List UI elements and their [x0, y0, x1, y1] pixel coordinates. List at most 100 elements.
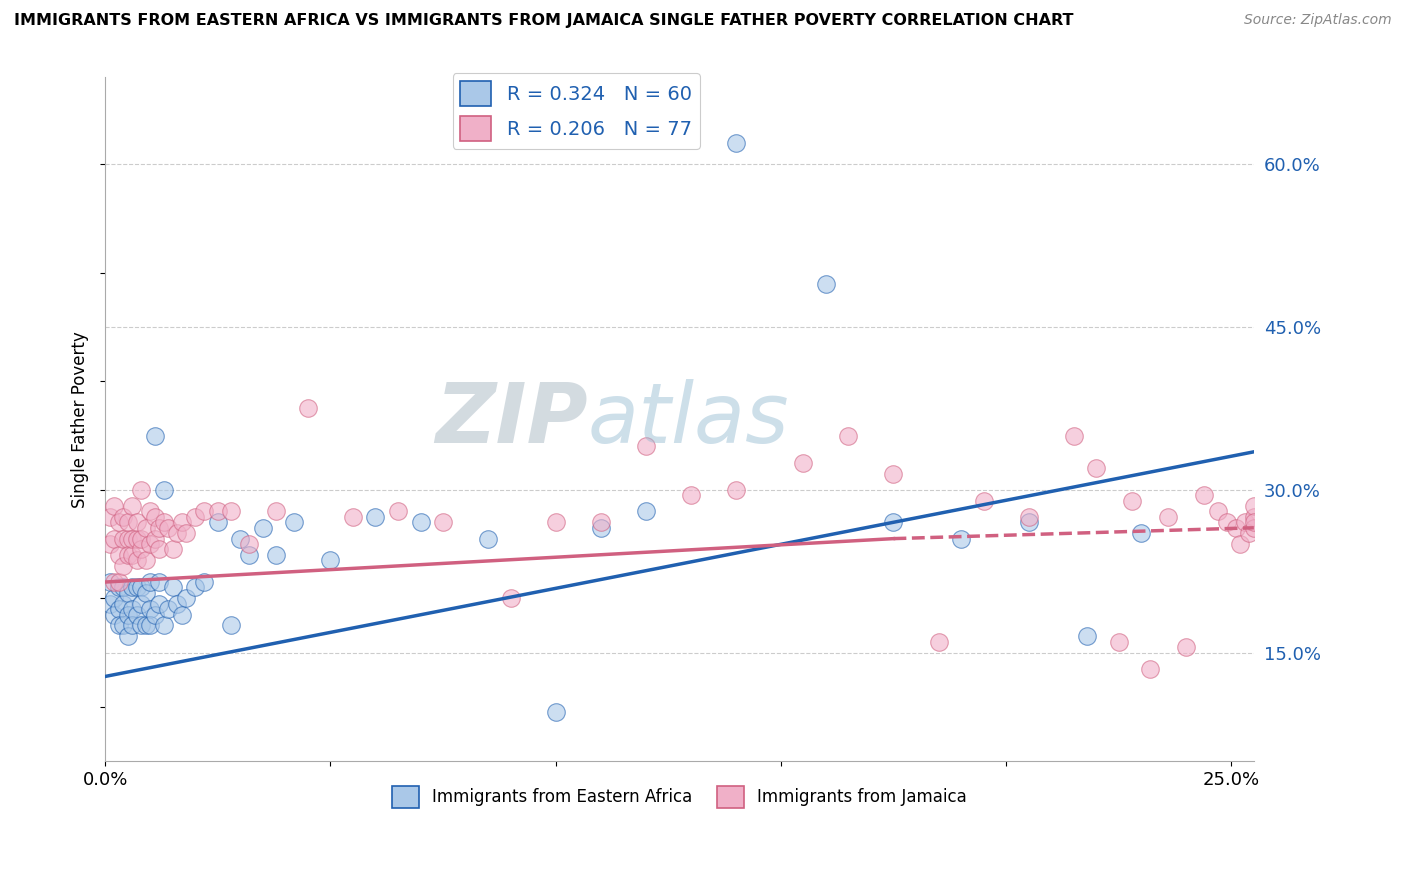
Point	[148, 521, 170, 535]
Point	[107, 548, 129, 562]
Point	[184, 581, 207, 595]
Point	[152, 516, 174, 530]
Point	[1108, 634, 1130, 648]
Point	[1225, 521, 1247, 535]
Point	[98, 574, 121, 589]
Point	[112, 510, 135, 524]
Point	[148, 542, 170, 557]
Point	[238, 548, 260, 562]
Point	[117, 607, 139, 622]
Point	[121, 618, 143, 632]
Point	[148, 574, 170, 589]
Point	[129, 618, 152, 632]
Point	[121, 602, 143, 616]
Point	[266, 548, 288, 562]
Point	[174, 591, 197, 606]
Point	[121, 499, 143, 513]
Point	[1194, 488, 1216, 502]
Point	[229, 532, 252, 546]
Point	[148, 597, 170, 611]
Point	[112, 618, 135, 632]
Point	[162, 542, 184, 557]
Point	[174, 526, 197, 541]
Point	[121, 581, 143, 595]
Text: Source: ZipAtlas.com: Source: ZipAtlas.com	[1244, 13, 1392, 28]
Point	[1076, 629, 1098, 643]
Point	[157, 602, 180, 616]
Text: IMMIGRANTS FROM EASTERN AFRICA VS IMMIGRANTS FROM JAMAICA SINGLE FATHER POVERTY : IMMIGRANTS FROM EASTERN AFRICA VS IMMIGR…	[14, 13, 1074, 29]
Point	[207, 516, 229, 530]
Point	[157, 521, 180, 535]
Point	[1229, 537, 1251, 551]
Point	[973, 493, 995, 508]
Point	[184, 510, 207, 524]
Point	[1239, 526, 1261, 541]
Point	[1243, 510, 1265, 524]
Point	[409, 516, 432, 530]
Point	[107, 574, 129, 589]
Point	[1121, 493, 1143, 508]
Point	[121, 548, 143, 562]
Point	[1243, 516, 1265, 530]
Point	[477, 532, 499, 546]
Point	[252, 521, 274, 535]
Point	[266, 504, 288, 518]
Point	[589, 521, 612, 535]
Point	[135, 586, 157, 600]
Point	[1018, 516, 1040, 530]
Point	[499, 591, 522, 606]
Point	[837, 428, 859, 442]
Point	[882, 516, 904, 530]
Point	[882, 467, 904, 481]
Point	[139, 537, 162, 551]
Point	[129, 483, 152, 497]
Point	[139, 602, 162, 616]
Point	[117, 548, 139, 562]
Point	[129, 542, 152, 557]
Point	[103, 574, 125, 589]
Point	[1243, 521, 1265, 535]
Point	[139, 504, 162, 518]
Text: atlas: atlas	[588, 379, 789, 459]
Point	[152, 618, 174, 632]
Point	[103, 499, 125, 513]
Point	[297, 401, 319, 416]
Point	[125, 581, 148, 595]
Point	[125, 532, 148, 546]
Point	[928, 634, 950, 648]
Point	[724, 136, 747, 150]
Point	[319, 553, 342, 567]
Point	[221, 618, 243, 632]
Point	[679, 488, 702, 502]
Point	[139, 574, 162, 589]
Point	[107, 602, 129, 616]
Point	[125, 607, 148, 622]
Text: ZIP: ZIP	[434, 379, 588, 459]
Point	[432, 516, 454, 530]
Point	[1018, 510, 1040, 524]
Point	[143, 510, 166, 524]
Point	[166, 526, 188, 541]
Point	[107, 581, 129, 595]
Point	[98, 597, 121, 611]
Point	[152, 483, 174, 497]
Point	[139, 618, 162, 632]
Point	[1243, 499, 1265, 513]
Point	[121, 532, 143, 546]
Point	[170, 516, 193, 530]
Point	[112, 581, 135, 595]
Point	[1175, 640, 1198, 654]
Point	[107, 516, 129, 530]
Point	[1216, 516, 1239, 530]
Point	[544, 516, 567, 530]
Point	[103, 607, 125, 622]
Point	[283, 516, 305, 530]
Point	[98, 510, 121, 524]
Point	[342, 510, 364, 524]
Point	[117, 532, 139, 546]
Point	[1206, 504, 1229, 518]
Point	[634, 504, 657, 518]
Point	[125, 516, 148, 530]
Point	[107, 618, 129, 632]
Point	[1063, 428, 1085, 442]
